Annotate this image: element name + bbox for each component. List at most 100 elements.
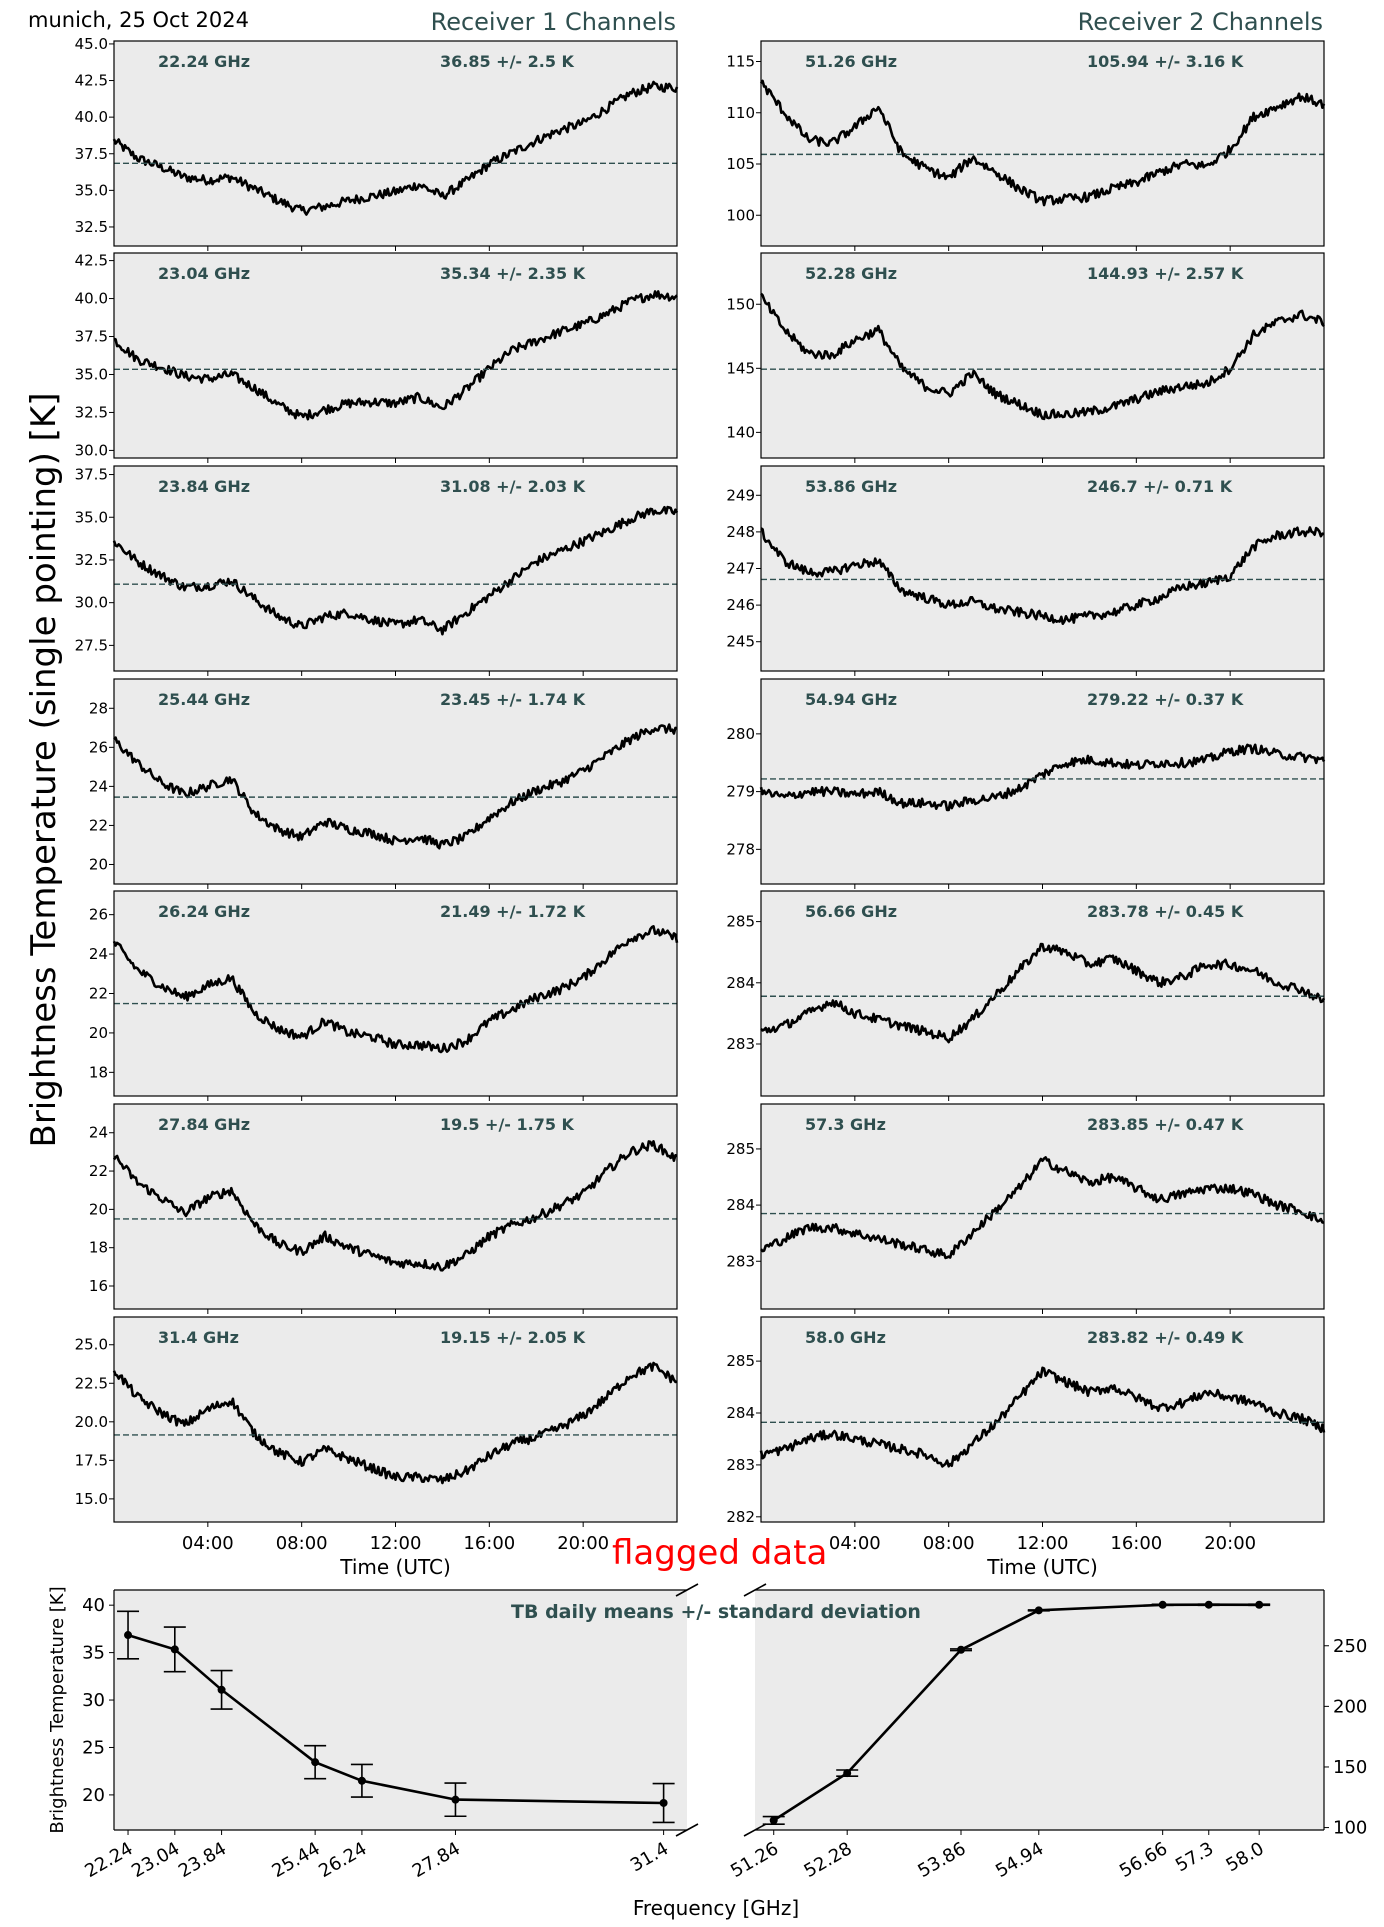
x-axis-label: Time (UTC): [339, 1555, 451, 1579]
x-tick-label: 12:00: [370, 1533, 422, 1554]
panel-background: [114, 891, 677, 1096]
panel-background: [761, 891, 1324, 1096]
y-tick-label: 249: [726, 486, 755, 504]
y-tick-label: 100: [726, 206, 755, 224]
y-tick-label: 20: [82, 1785, 105, 1806]
panel-background: [114, 679, 677, 884]
panel-frame: [113, 40, 678, 247]
mean-point: [170, 1645, 179, 1654]
brightness-temperature-series: [760, 292, 1325, 421]
frequency-label: 23.84 GHz: [158, 477, 250, 496]
panel-frame: [760, 1103, 1325, 1310]
y-tick-label: 246: [726, 596, 755, 614]
y-tick-label: 100: [1333, 1818, 1367, 1839]
panel-2-6: 57.3 GHz 283.85 +/- 0.47 K 283 284 285: [726, 1103, 1325, 1314]
y-tick-label: 24: [89, 777, 108, 795]
y-tick-label: 24: [89, 945, 108, 963]
panel-frame: [760, 890, 1325, 1097]
y-tick-label: 20: [89, 855, 108, 873]
frequency-label: 27.84 GHz: [158, 1115, 250, 1134]
axis-break-mark: [743, 1823, 767, 1837]
frequency-label: 52.28 GHz: [805, 264, 897, 283]
mean-std-label: 144.93 +/- 2.57 K: [1087, 264, 1244, 283]
y-tick-label: 15.0: [75, 1490, 108, 1508]
mean-std-label: 35.34 +/- 2.35 K: [440, 264, 586, 283]
x-axis-label: Time (UTC): [986, 1555, 1098, 1579]
panel-background: [761, 1317, 1324, 1522]
mean-point: [1034, 1606, 1043, 1615]
y-tick-label: 279: [726, 783, 755, 801]
y-tick-label: 283: [726, 1252, 755, 1270]
panel-1-3: 23.84 GHz 31.08 +/- 2.03 K 27.5 30.0 32.5 35.…: [75, 465, 679, 676]
y-tick-label: 26: [89, 738, 108, 756]
y-tick-label: 24: [89, 1124, 108, 1142]
frequency-label: 58.0 GHz: [805, 1328, 886, 1347]
y-tick-label: 150: [1333, 1757, 1367, 1778]
x-tick-label: 25.44: [269, 1838, 324, 1882]
mean-std-label: 19.15 +/- 2.05 K: [440, 1328, 586, 1347]
y-tick-label: 45.0: [75, 35, 108, 53]
panel-frame: [113, 890, 678, 1097]
y-tick-label: 32.5: [75, 218, 108, 236]
x-tick-label: 08:00: [276, 1533, 328, 1554]
panel-1-5: 26.24 GHz 21.49 +/- 1.72 K 18 20 22 24 26: [89, 890, 679, 1101]
panel-background: [761, 1104, 1324, 1309]
mean-point: [1255, 1600, 1264, 1609]
panel-2-4: 54.94 GHz 279.22 +/- 0.37 K 278 279 280: [726, 678, 1326, 889]
panel-frame: [760, 678, 1325, 885]
y-tick-label: 20.0: [75, 1413, 108, 1431]
panel-background: [761, 253, 1324, 458]
y-tick-label: 20: [89, 1200, 108, 1218]
figure-ylabel: Brightness Temperature (single pointing)…: [24, 392, 64, 1148]
panel-1-6: 27.84 GHz 19.5 +/- 1.75 K 16 18 20 22 24: [89, 1103, 678, 1314]
panel-frame: [760, 40, 1325, 247]
y-tick-label: 245: [726, 633, 755, 651]
y-tick-label: 40.0: [75, 108, 108, 126]
panel-2-7: 58.0 GHz 283.82 +/- 0.49 K 282 283 284 285 04:…: [726, 1316, 1326, 1579]
panel-1-7: 31.4 GHz 19.15 +/- 2.05 K 15.0 17.5 20.0 22.5…: [75, 1316, 678, 1579]
panel-frame: [760, 465, 1325, 672]
y-tick-label: 27.5: [75, 636, 108, 654]
y-tick-label: 105: [726, 155, 755, 173]
y-tick-label: 22.5: [75, 1374, 108, 1392]
mean-point: [124, 1631, 133, 1640]
panel-2-2: 52.28 GHz 144.93 +/- 2.57 K 140 145 150: [726, 252, 1325, 463]
y-tick-label: 284: [726, 974, 755, 992]
x-tick-label: 23.04: [128, 1838, 183, 1882]
frequency-label: 22.24 GHz: [158, 52, 250, 71]
summary-title: TB daily means +/- standard deviation: [511, 1601, 921, 1623]
mean-std-label: 21.49 +/- 1.72 K: [440, 902, 586, 921]
mean-point: [659, 1798, 668, 1807]
x-tick-label: 56.66: [1116, 1838, 1171, 1882]
y-tick-label: 285: [726, 1140, 755, 1158]
y-tick-label: 285: [726, 913, 755, 931]
frequency-label: 53.86 GHz: [805, 477, 897, 496]
y-tick-label: 248: [726, 523, 755, 541]
brightness-temperature-series: [112, 505, 679, 636]
brightness-temperature-series: [112, 1361, 678, 1485]
y-tick-label: 250: [1333, 1636, 1367, 1657]
y-tick-label: 18: [89, 1063, 108, 1081]
panel-background: [761, 679, 1324, 884]
mean-point: [311, 1758, 320, 1767]
mean-point: [1158, 1600, 1167, 1609]
frequency-label: 56.66 GHz: [805, 902, 897, 921]
brightness-temperature-series: [112, 1140, 678, 1272]
panel-background: [114, 466, 677, 671]
y-tick-label: 280: [726, 725, 755, 743]
mean-std-label: 31.08 +/- 2.03 K: [440, 477, 586, 496]
y-tick-label: 37.5: [75, 145, 108, 163]
y-tick-label: 16: [89, 1277, 108, 1295]
y-tick-label: 22: [89, 816, 108, 834]
brightness-temperature-series: [759, 743, 1326, 812]
mean-std-label: 36.85 +/- 2.5 K: [440, 52, 575, 71]
x-tick-label: 26.24: [315, 1838, 370, 1882]
panel-1-4: 25.44 GHz 23.45 +/- 1.74 K 20 22 24 26 28: [89, 678, 678, 889]
y-tick-label: 32.5: [75, 403, 108, 421]
panel-background: [114, 1104, 677, 1309]
mean-std-label: 283.85 +/- 0.47 K: [1087, 1115, 1244, 1134]
mean-std-label: 279.22 +/- 0.37 K: [1087, 690, 1244, 709]
location-date: munich, 25 Oct 2024: [28, 8, 249, 32]
x-tick-label: 51.26: [727, 1838, 782, 1882]
